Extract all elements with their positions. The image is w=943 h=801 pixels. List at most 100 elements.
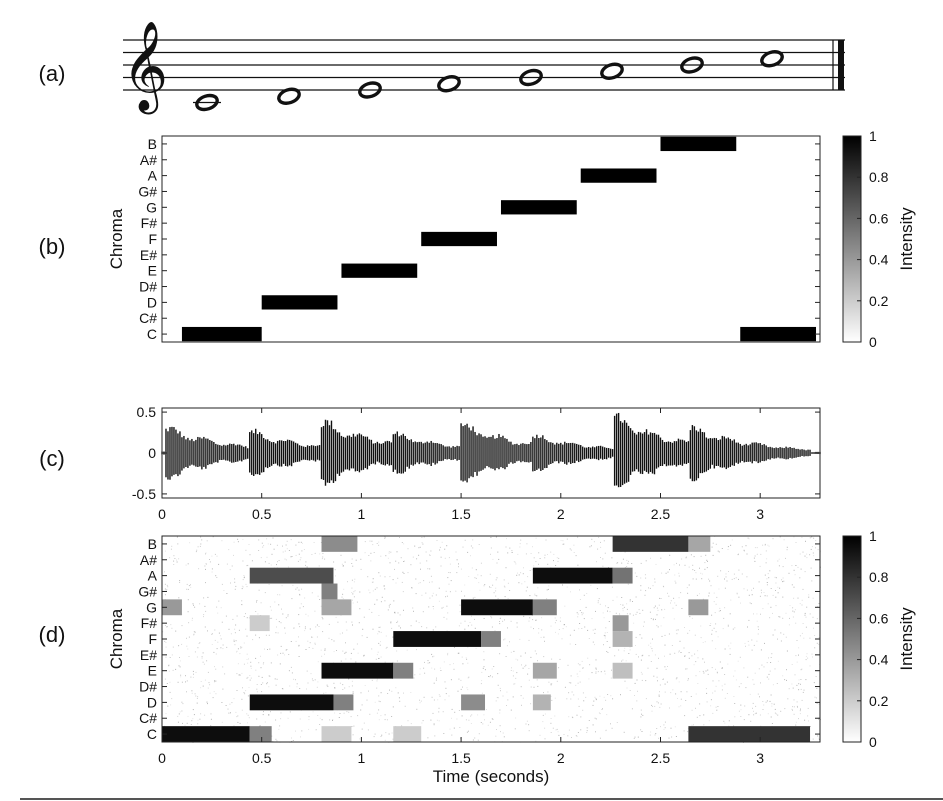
noise-speck (277, 632, 279, 634)
noise-speck (407, 572, 409, 574)
noise-speck (389, 576, 391, 578)
noise-speck (278, 560, 280, 561)
noise-speck (179, 657, 180, 658)
noise-speck (640, 709, 642, 711)
noise-speck (238, 629, 240, 631)
noise-speck (207, 671, 209, 673)
noise-speck (627, 562, 629, 564)
noise-speck (600, 557, 601, 558)
noise-speck (304, 597, 306, 599)
noise-speck (800, 568, 802, 570)
noise-speck (815, 547, 816, 549)
noise-speck (626, 687, 628, 689)
noise-speck (199, 545, 201, 547)
noise-speck (396, 650, 398, 652)
noise-speck (246, 677, 248, 679)
noise-speck (229, 703, 231, 705)
noise-speck (419, 673, 421, 675)
noise-speck (228, 549, 230, 551)
noise-speck (454, 711, 456, 713)
noise-speck (395, 582, 397, 584)
noise-speck (799, 713, 801, 715)
noise-speck (502, 732, 504, 734)
noise-speck (689, 616, 691, 618)
noise-speck (527, 673, 529, 675)
noise-speck (544, 557, 546, 559)
noise-speck (665, 572, 667, 574)
noise-speck (271, 735, 273, 737)
noise-speck (793, 713, 795, 715)
y-tick-label: A (148, 168, 158, 184)
noise-speck (652, 618, 654, 620)
noise-speck (297, 560, 299, 562)
noise-speck (458, 625, 460, 627)
noise-speck (795, 565, 797, 566)
noise-speck (759, 595, 761, 597)
noise-speck (250, 661, 252, 663)
waveform-series (161, 412, 821, 488)
noise-speck (482, 723, 484, 725)
noise-speck (535, 561, 537, 563)
noise-speck (499, 621, 500, 622)
noise-speck (610, 695, 612, 697)
noise-speck (211, 555, 213, 557)
noise-speck (626, 613, 628, 615)
noise-speck (292, 584, 294, 586)
noise-speck (664, 683, 666, 685)
noise-speck (688, 657, 690, 659)
noise-speck (711, 633, 713, 635)
noise-speck (657, 702, 659, 704)
noise-speck (433, 682, 435, 684)
noise-speck (602, 612, 604, 614)
noise-speck (440, 565, 442, 567)
noise-speck (526, 720, 528, 722)
noise-speck (591, 538, 593, 540)
noise-speck (256, 684, 258, 685)
noise-speck (195, 695, 197, 697)
noise-speck (557, 633, 559, 635)
noise-speck (178, 713, 180, 715)
x-tick-label: 2.5 (651, 750, 671, 766)
noise-speck (364, 541, 366, 543)
noise-speck (706, 701, 708, 703)
noise-speck (483, 659, 485, 661)
noise-speck (406, 649, 408, 651)
noise-speck (188, 585, 190, 587)
noise-speck (199, 603, 201, 605)
noise-speck (610, 723, 611, 725)
noise-speck (319, 553, 321, 555)
noise-speck (753, 587, 754, 589)
noise-speck (551, 683, 553, 685)
noise-speck (490, 675, 491, 677)
noise-speck (777, 586, 779, 588)
noise-speck (424, 672, 426, 674)
noise-speck (555, 565, 557, 566)
noise-speck (404, 705, 406, 707)
noise-speck (541, 617, 543, 619)
noise-speck (764, 642, 765, 644)
noise-speck (782, 566, 784, 568)
noise-speck (625, 660, 627, 662)
noise-speck (801, 699, 803, 701)
noise-speck (308, 728, 310, 730)
whole-note-A (600, 62, 624, 80)
noise-speck (203, 663, 205, 665)
noise-speck (577, 732, 579, 733)
noise-speck (384, 719, 386, 721)
noise-speck (170, 548, 172, 550)
noise-speck (194, 651, 196, 653)
noise-speck (594, 628, 596, 630)
noise-speck (571, 737, 572, 738)
noise-speck (401, 542, 403, 543)
noise-speck (699, 567, 700, 569)
noise-speck (544, 727, 546, 729)
noise-speck (247, 722, 248, 724)
noise-speck (319, 717, 321, 719)
y-tick-label: F# (141, 615, 158, 631)
noise-speck (550, 625, 552, 627)
noise-speck (344, 561, 346, 563)
noise-speck (454, 646, 455, 648)
noise-speck (504, 596, 506, 598)
noise-speck (581, 612, 583, 614)
noise-speck (519, 546, 521, 548)
